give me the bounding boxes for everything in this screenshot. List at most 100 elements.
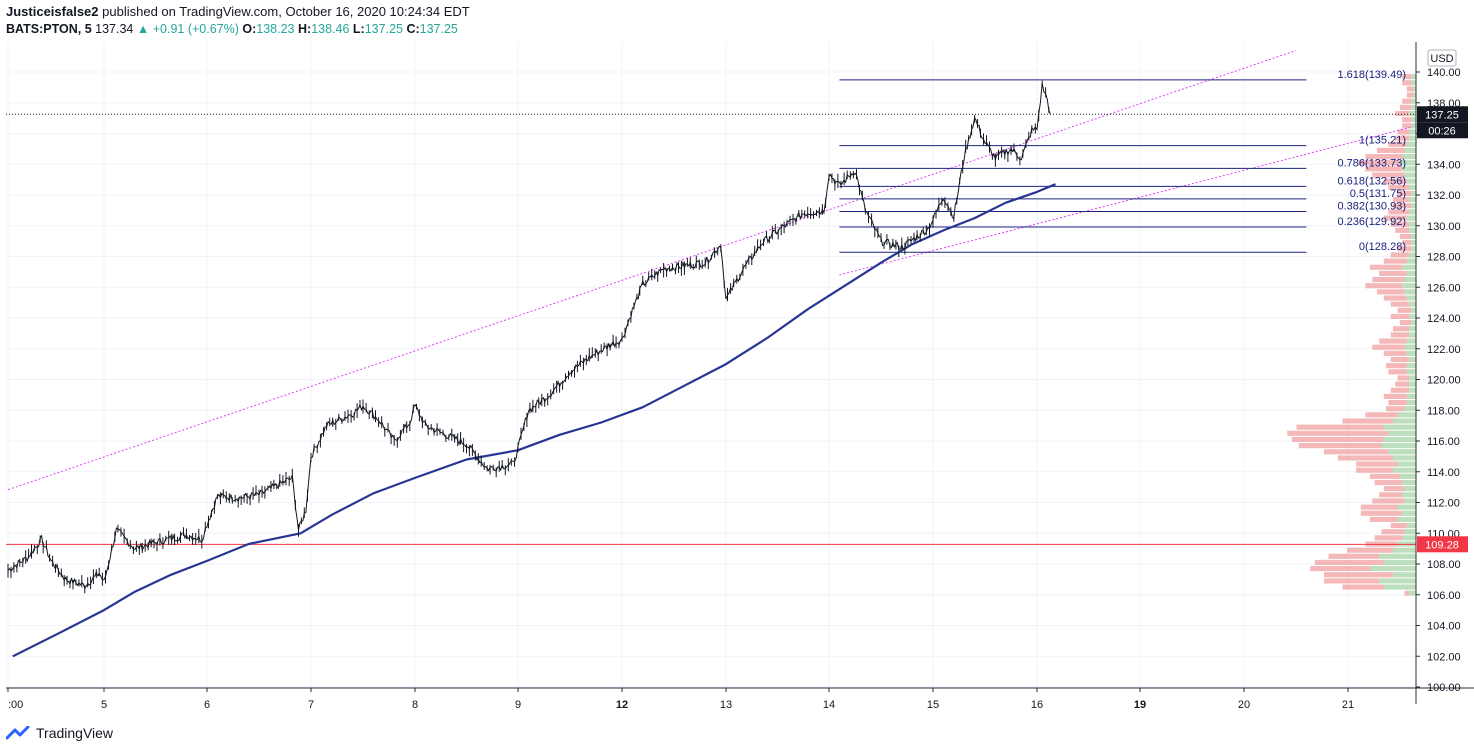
volume-bar-down	[1324, 449, 1389, 455]
channel-lower-line	[839, 126, 1411, 276]
volume-bar-up	[1402, 535, 1416, 541]
volume-bar-up	[1411, 104, 1416, 110]
volume-bar-up	[1409, 313, 1416, 320]
price-tick-label: 104.00	[1427, 621, 1461, 633]
volume-bar-down	[1390, 313, 1410, 320]
price-tick-label: 114.00	[1427, 467, 1460, 479]
volume-bar-up	[1393, 418, 1416, 424]
volume-bar-down	[1356, 467, 1393, 473]
volume-bar-down	[1370, 473, 1400, 479]
volume-bar-down	[1347, 547, 1393, 553]
volume-bar-down	[1291, 436, 1384, 443]
price-tick-label: 124.00	[1427, 313, 1461, 325]
volume-bar-up	[1397, 461, 1416, 467]
volume-bar-down	[1358, 160, 1400, 166]
volume-profile	[1287, 74, 1416, 596]
price-tick-label: 120.00	[1427, 375, 1461, 387]
volume-bar-down	[1383, 393, 1407, 399]
volume-bar-up	[1409, 221, 1416, 227]
volume-bar-down	[1397, 246, 1412, 252]
volume-bar-down	[1383, 258, 1407, 264]
volume-bar-down	[1393, 326, 1410, 332]
volume-bar-up	[1393, 547, 1416, 553]
volume-bar-down	[1402, 98, 1412, 104]
fib-level-label: 0.786(133.73)	[1338, 157, 1407, 169]
low-value: 137.25	[364, 22, 403, 36]
volume-bar-up	[1411, 117, 1416, 123]
volume-bar-up	[1406, 350, 1416, 356]
volume-bar-up	[1411, 320, 1416, 326]
volume-bar-down	[1383, 215, 1407, 221]
volume-bar-up	[1404, 147, 1416, 153]
volume-bar-down	[1365, 412, 1398, 418]
volume-bar-down	[1381, 529, 1405, 535]
countdown-label: 00:26	[1428, 125, 1456, 137]
high-label: H:	[298, 22, 312, 36]
volume-bar-up	[1404, 276, 1416, 283]
volume-bar-down	[1397, 307, 1412, 313]
chart-overlays: 1.618(139.49) 1(135.21) 0.786(133.73) 0.618…	[6, 50, 1416, 658]
volume-bar-down	[1324, 578, 1380, 584]
volume-bar-down	[1402, 240, 1412, 246]
volume-bar-up	[1399, 473, 1416, 479]
author-name[interactable]: Justiceisfalse2	[6, 4, 99, 19]
volume-bar-down	[1393, 197, 1410, 203]
up-arrow-icon: ▲	[136, 22, 150, 36]
price-tick-label: 122.00	[1427, 344, 1461, 356]
volume-bar-down	[1360, 504, 1398, 510]
volume-bar-up	[1409, 209, 1416, 215]
volume-bar-up	[1379, 553, 1416, 559]
symbol-label[interactable]: BATS:PTON, 5	[6, 22, 92, 36]
volume-bar-up	[1411, 190, 1416, 197]
volume-bar-up	[1409, 332, 1416, 338]
volume-bar-down	[1395, 110, 1410, 117]
currency-label: USD	[1430, 53, 1453, 65]
volume-bar-up	[1409, 135, 1416, 141]
time-tick-label: 12	[616, 699, 628, 711]
volume-bar-up	[1409, 184, 1416, 190]
volume-bar-up	[1402, 264, 1416, 270]
volume-bar-up	[1409, 381, 1416, 387]
volume-bar-up	[1406, 215, 1416, 221]
volume-bar-up	[1409, 110, 1416, 117]
volume-bar-down	[1374, 479, 1403, 486]
volume-bar-down	[1393, 203, 1412, 209]
price-bar-wicks	[7, 80, 1050, 594]
fib-level-label: 0.382(130.93)	[1338, 200, 1407, 212]
high-value: 138.46	[311, 22, 350, 36]
volume-bar-up	[1411, 246, 1416, 252]
chart-axes: 100.00102.00104.00106.00108.00110.00112.…	[6, 42, 1474, 711]
price-tick-label: 126.00	[1427, 282, 1461, 294]
volume-bar-down	[1399, 233, 1412, 240]
close-label: C:	[406, 22, 420, 36]
volume-bar-up	[1402, 510, 1416, 516]
volume-bar-down	[1383, 295, 1407, 301]
volume-bar-up	[1411, 233, 1416, 240]
price-tick-label: 140.00	[1427, 67, 1461, 79]
volume-bar-down	[1402, 117, 1412, 123]
volume-bar-down	[1374, 535, 1403, 541]
moving-average-line	[12, 183, 1056, 658]
volume-bar-up	[1411, 74, 1416, 80]
current-price-label: 137.25	[1425, 109, 1459, 121]
volume-bar-up	[1397, 516, 1416, 522]
volume-bar-up	[1402, 479, 1416, 486]
volume-bar-up	[1402, 283, 1416, 289]
volume-bar-up	[1411, 307, 1416, 313]
volume-bar-down	[1399, 104, 1412, 110]
close-value: 137.25	[419, 22, 458, 36]
low-label: L:	[352, 22, 365, 36]
volume-bar-up	[1404, 406, 1416, 412]
tradingview-branding[interactable]: TradingView	[6, 725, 113, 741]
volume-bar-down	[1372, 276, 1405, 283]
volume-bar-up	[1406, 369, 1416, 375]
ohlc-legend: BATS:PTON, 5 137.34 ▲ +0.91 (+0.67%) O:1…	[6, 22, 458, 36]
last-price: 137.34	[95, 22, 134, 36]
volume-bar-up	[1383, 436, 1416, 443]
volume-bar-up	[1411, 240, 1416, 246]
time-tick-label: 15	[927, 699, 939, 711]
volume-bar-up	[1411, 123, 1416, 129]
volume-bar-down	[1370, 264, 1403, 270]
price-tick-label: 108.00	[1427, 559, 1461, 571]
